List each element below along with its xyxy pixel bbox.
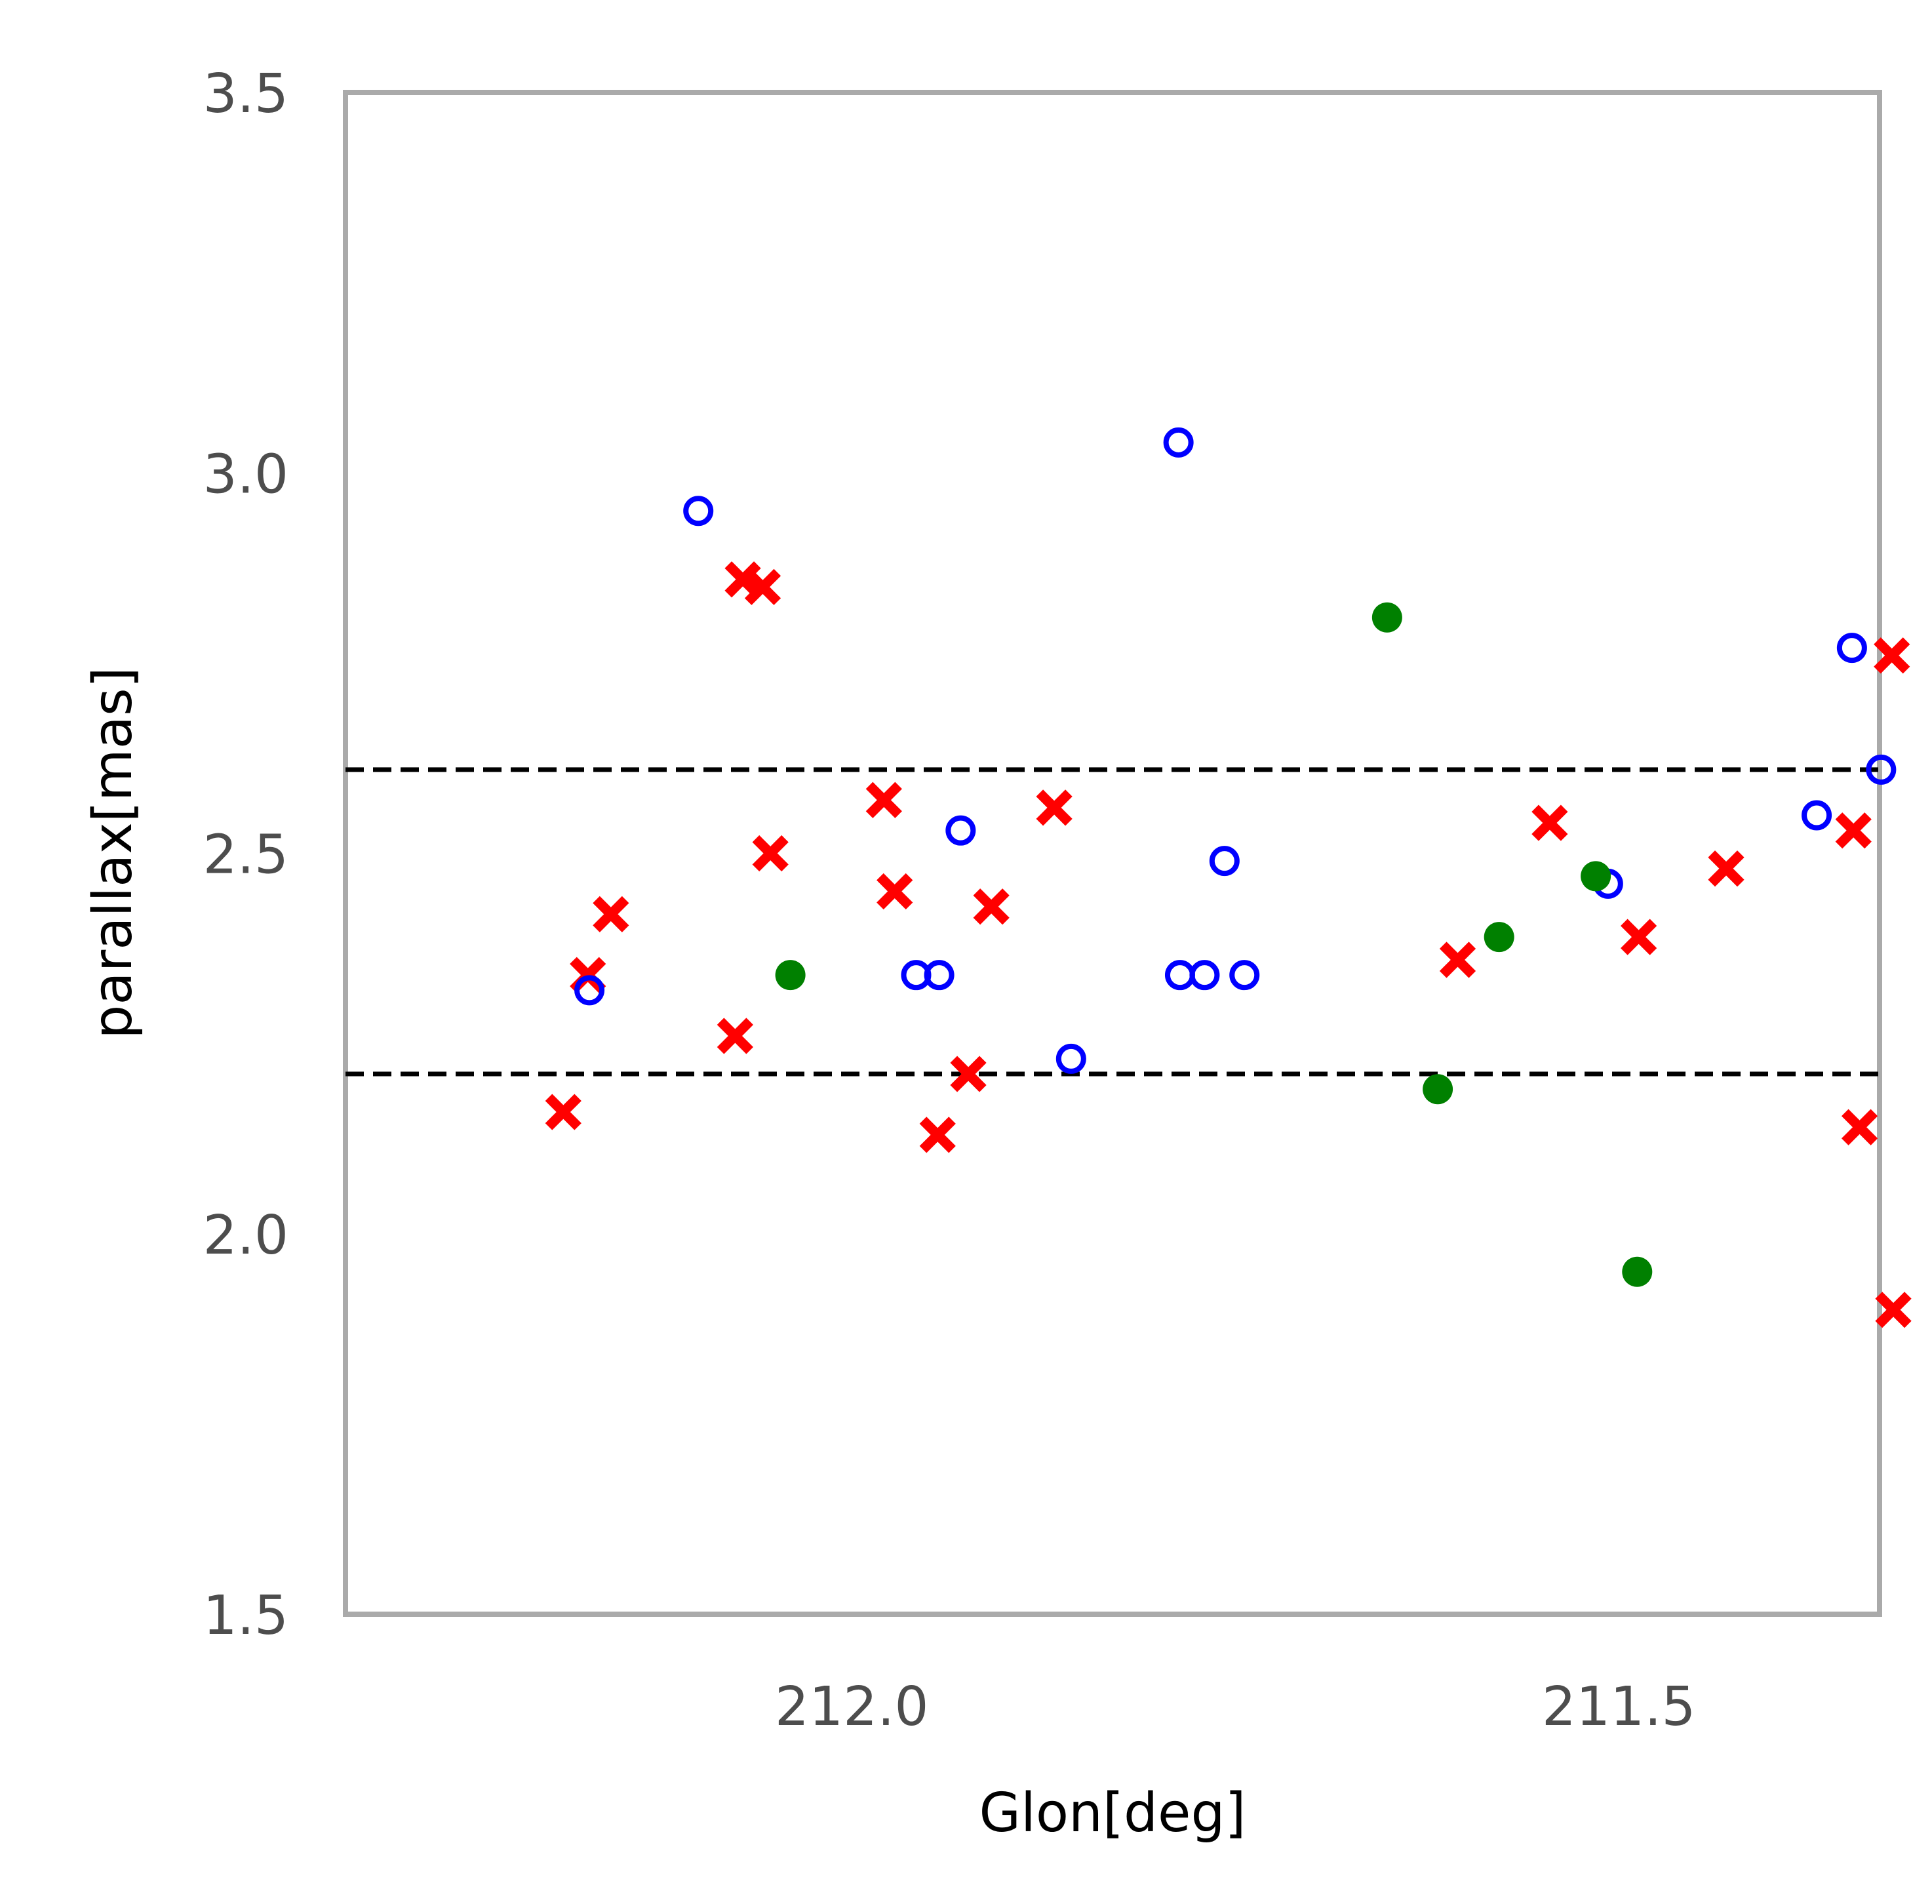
y-tick-label: 1.5 <box>203 1585 288 1647</box>
red-point <box>1874 637 1910 674</box>
red-point <box>744 568 781 605</box>
red-point <box>752 835 789 872</box>
green-point <box>1622 1256 1653 1287</box>
red-point <box>1708 850 1745 887</box>
blue-point <box>1229 960 1260 991</box>
y-axis-label: parallax[mas] <box>82 667 144 1039</box>
x-tick-label: 211.5 <box>1542 1676 1696 1738</box>
blue-point <box>1164 960 1195 991</box>
green-point <box>1581 861 1611 892</box>
red-point <box>877 873 913 910</box>
blue-point <box>1802 800 1832 831</box>
green-point <box>1423 1074 1453 1105</box>
green-point <box>1371 602 1402 633</box>
data-points <box>545 427 1912 1328</box>
blue-point <box>683 496 714 526</box>
red-point <box>865 782 902 818</box>
blue-point <box>1055 1043 1086 1074</box>
green-point <box>775 960 806 991</box>
x-tick-label: 212.0 <box>775 1676 929 1738</box>
reference-lines <box>345 767 1880 1077</box>
blue-point <box>924 960 955 991</box>
red-point <box>973 888 1010 925</box>
y-tick-label: 2.5 <box>203 824 288 886</box>
red-point <box>1621 919 1657 955</box>
red-point <box>1841 1109 1878 1145</box>
blue-point <box>1209 846 1240 877</box>
red-point <box>919 1117 956 1153</box>
blue-point <box>945 815 976 846</box>
red-point <box>717 1018 753 1054</box>
red-point <box>1875 1292 1912 1328</box>
y-tick-labels: 1.5 2.0 2.5 3.0 3.5 <box>203 63 288 1647</box>
y-tick-label: 3.5 <box>203 63 288 125</box>
blue-point <box>574 975 605 1006</box>
blue-point <box>1163 427 1194 458</box>
green-point <box>1484 922 1514 953</box>
y-tick-label: 2.0 <box>203 1204 288 1267</box>
red-point <box>1835 812 1872 849</box>
red-point <box>950 1056 987 1092</box>
plot-frame <box>343 90 1882 1617</box>
blue-point <box>1866 754 1897 785</box>
x-tick-labels: 212.0 211.5 <box>775 1676 1696 1738</box>
red-point <box>1439 942 1476 978</box>
red-point <box>1531 804 1568 841</box>
y-tick-label: 3.0 <box>203 443 288 506</box>
blue-point <box>1189 960 1220 991</box>
blue-point <box>1836 633 1867 664</box>
x-axis-label: Glon[deg] <box>979 1782 1246 1844</box>
red-point <box>593 896 629 932</box>
red-point <box>545 1094 582 1130</box>
red-point <box>1036 789 1073 826</box>
